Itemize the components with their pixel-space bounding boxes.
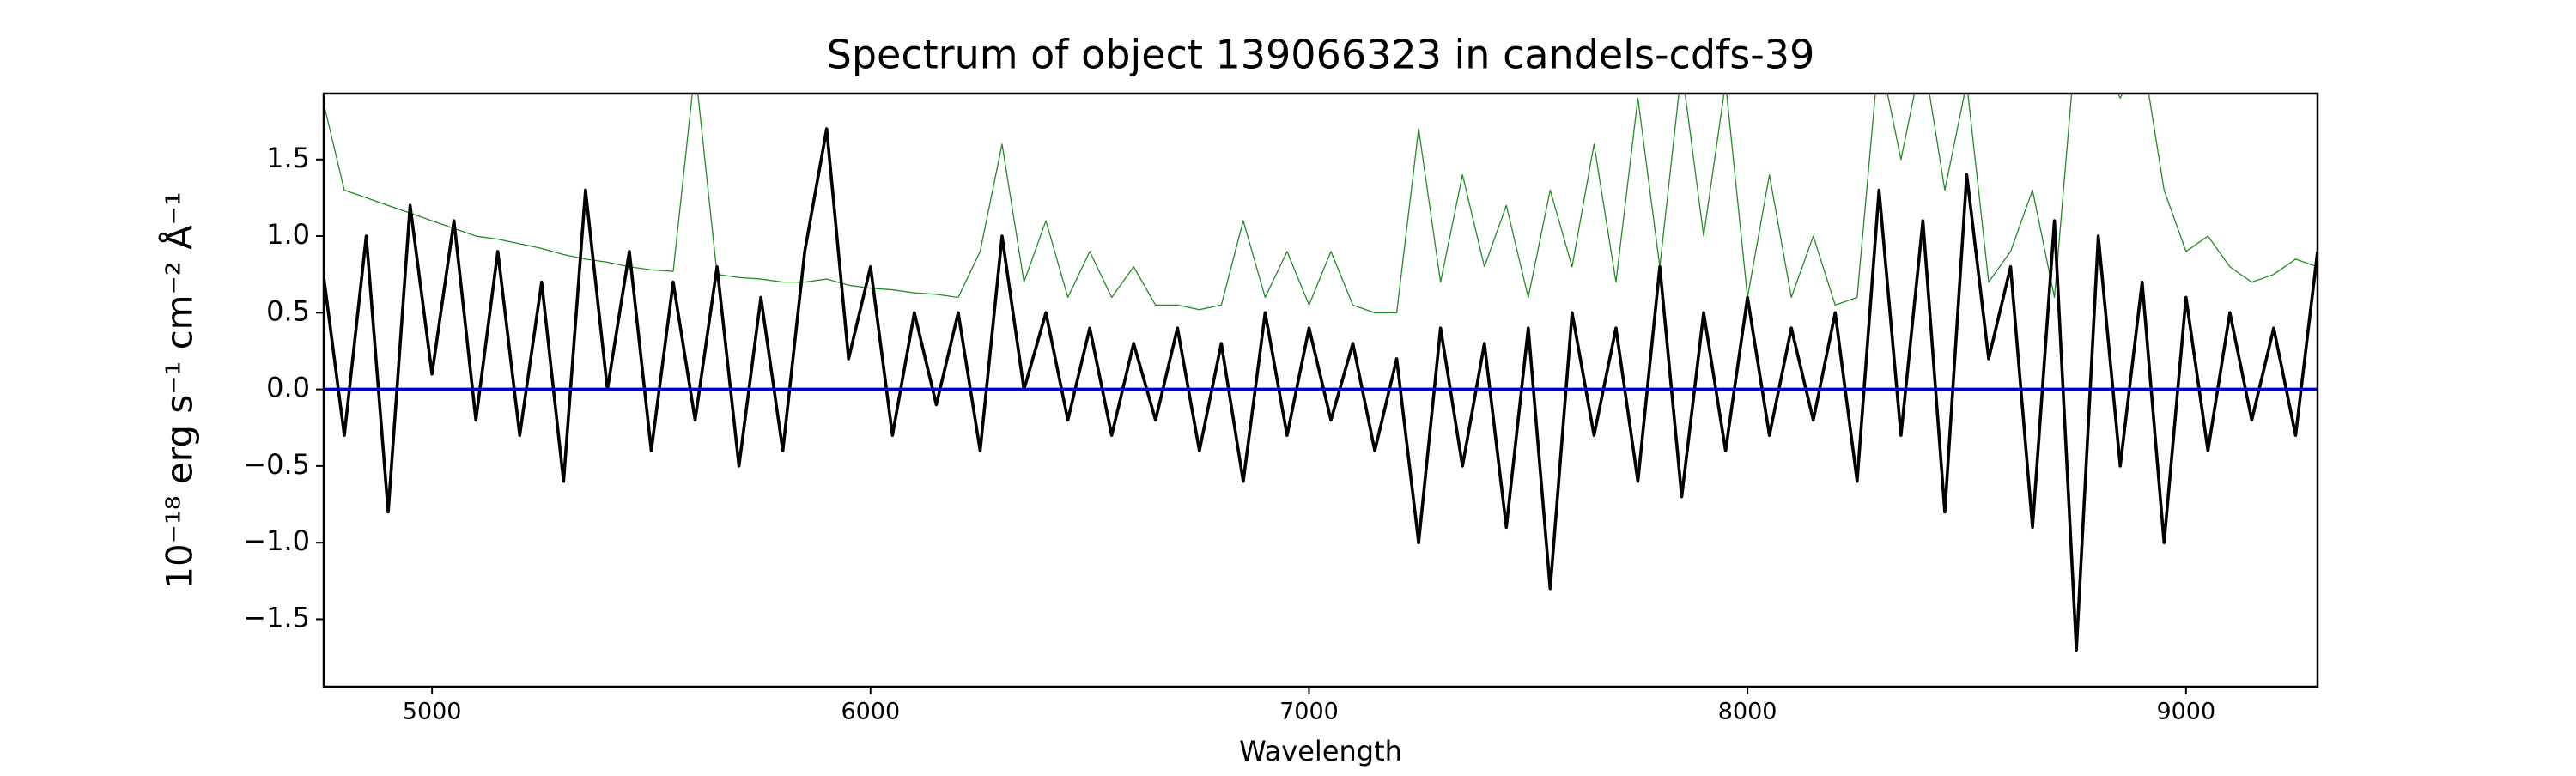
spectrum-line xyxy=(324,94,2318,313)
x-tick-label: 5000 xyxy=(403,699,462,725)
y-tick-label: 1.5 xyxy=(266,142,310,174)
plot-area xyxy=(324,94,2318,652)
x-tick-label: 9000 xyxy=(2156,699,2215,725)
x-tick-label: 8000 xyxy=(1718,699,1777,725)
y-tick-label: −1.0 xyxy=(243,524,310,557)
y-tick-label: −0.5 xyxy=(243,448,310,481)
y-tick-label: 0.5 xyxy=(266,294,310,327)
x-tick-label: 6000 xyxy=(841,699,900,725)
spectrum-line xyxy=(324,127,2318,652)
x-axis-label: Wavelength xyxy=(1239,735,1402,767)
chart-title: Spectrum of object 139066323 in candels-… xyxy=(827,32,1815,78)
y-axis-label: 10⁻¹⁸ erg s⁻¹ cm⁻² Å⁻¹ xyxy=(158,191,201,589)
y-tick-label: 1.0 xyxy=(266,218,310,251)
x-tick-label: 7000 xyxy=(1279,699,1339,725)
y-tick-label: 0.0 xyxy=(266,372,310,404)
y-tick-label: −1.5 xyxy=(243,601,310,634)
